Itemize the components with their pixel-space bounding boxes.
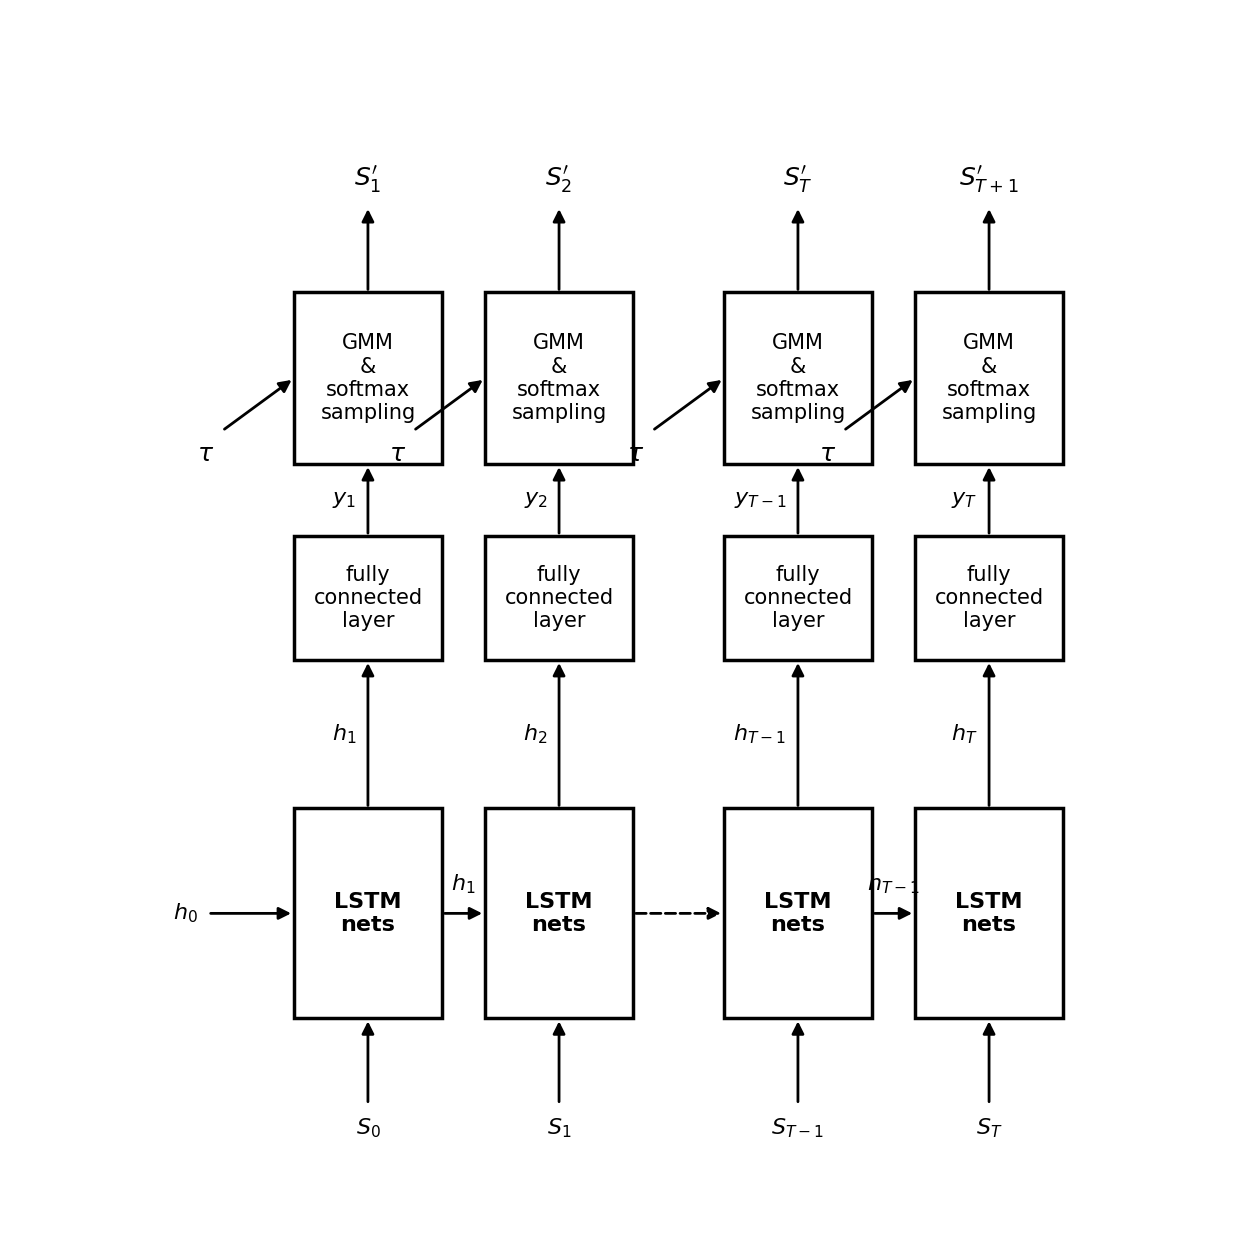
- Text: $h_{T-1}$: $h_{T-1}$: [733, 722, 786, 746]
- Bar: [294, 293, 441, 464]
- Bar: [485, 293, 634, 464]
- Text: $S_1$: $S_1$: [547, 1116, 572, 1139]
- Text: $S_{T-1}$: $S_{T-1}$: [771, 1116, 825, 1139]
- Bar: [294, 808, 441, 1019]
- Text: GMM
&
softmax
sampling: GMM & softmax sampling: [941, 334, 1037, 423]
- Text: fully
connected
layer: fully connected layer: [505, 565, 614, 632]
- Text: $S_T'$: $S_T'$: [784, 164, 812, 195]
- Text: GMM
&
softmax
sampling: GMM & softmax sampling: [750, 334, 846, 423]
- Text: $y_1$: $y_1$: [332, 490, 356, 510]
- Bar: [915, 293, 1063, 464]
- Text: LSTM
nets: LSTM nets: [764, 892, 832, 934]
- Bar: [485, 536, 634, 660]
- Text: $S_{T+1}'$: $S_{T+1}'$: [960, 164, 1019, 195]
- Text: $h_1$: $h_1$: [451, 872, 476, 896]
- Bar: [724, 808, 872, 1019]
- Text: $\tau$: $\tau$: [388, 442, 405, 467]
- Text: GMM
&
softmax
sampling: GMM & softmax sampling: [511, 334, 606, 423]
- Text: $\tau$: $\tau$: [818, 442, 836, 467]
- Text: $S_T$: $S_T$: [976, 1116, 1002, 1139]
- Text: $y_2$: $y_2$: [523, 490, 548, 510]
- Text: LSTM
nets: LSTM nets: [955, 892, 1023, 934]
- Text: $h_{T-1}$: $h_{T-1}$: [867, 872, 920, 896]
- Text: fully
connected
layer: fully connected layer: [935, 565, 1044, 632]
- Text: $\tau$: $\tau$: [197, 442, 215, 467]
- Text: fully
connected
layer: fully connected layer: [314, 565, 423, 632]
- Bar: [294, 536, 441, 660]
- Text: $S_1'$: $S_1'$: [355, 164, 382, 195]
- Bar: [724, 293, 872, 464]
- Text: $\tau$: $\tau$: [627, 442, 645, 467]
- Text: $h_0$: $h_0$: [174, 901, 198, 926]
- Bar: [485, 808, 634, 1019]
- Bar: [724, 536, 872, 660]
- Bar: [915, 536, 1063, 660]
- Text: $h_1$: $h_1$: [332, 722, 356, 746]
- Text: GMM
&
softmax
sampling: GMM & softmax sampling: [320, 334, 415, 423]
- Text: $S_2'$: $S_2'$: [546, 164, 573, 195]
- Bar: [915, 808, 1063, 1019]
- Text: $S_0$: $S_0$: [356, 1116, 381, 1139]
- Text: $h_2$: $h_2$: [523, 722, 548, 746]
- Text: LSTM
nets: LSTM nets: [526, 892, 593, 934]
- Text: fully
connected
layer: fully connected layer: [744, 565, 853, 632]
- Text: $h_T$: $h_T$: [951, 722, 977, 746]
- Text: LSTM
nets: LSTM nets: [335, 892, 402, 934]
- Text: $y_T$: $y_T$: [951, 490, 977, 510]
- Text: $y_{T-1}$: $y_{T-1}$: [734, 490, 786, 510]
